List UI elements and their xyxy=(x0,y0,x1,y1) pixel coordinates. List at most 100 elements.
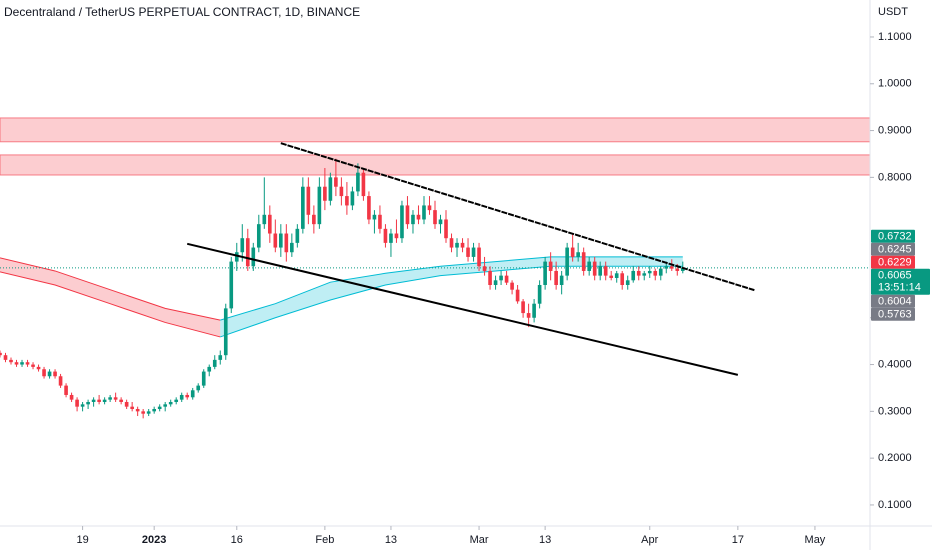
candle-body xyxy=(234,252,239,262)
candle-body xyxy=(499,275,503,281)
candle-body xyxy=(471,247,476,257)
candle-body xyxy=(102,399,107,402)
candle-body xyxy=(548,261,553,271)
candle-body xyxy=(570,247,575,257)
candle-body xyxy=(625,280,630,285)
candle-body xyxy=(218,355,223,360)
candle-body xyxy=(279,233,283,248)
candle-body xyxy=(581,252,586,271)
candle-body xyxy=(9,359,13,363)
candle-body xyxy=(317,186,322,225)
x-tick-label: 2023 xyxy=(142,534,166,546)
x-tick-label: May xyxy=(805,534,826,546)
price-tag xyxy=(871,242,915,256)
candle-body xyxy=(339,186,344,197)
candle-body xyxy=(543,261,547,285)
candle-body xyxy=(449,238,454,248)
candle-body xyxy=(460,242,465,248)
candle-body xyxy=(620,273,625,285)
candle-body xyxy=(389,233,393,243)
candle-body xyxy=(504,275,509,283)
candle-body xyxy=(653,270,658,276)
price-tag xyxy=(871,229,915,243)
candle-body xyxy=(642,273,647,276)
candle-body xyxy=(301,186,305,229)
candle-body xyxy=(251,247,256,267)
candle-body xyxy=(97,399,101,402)
y-tick-label: 0.3000 xyxy=(878,405,912,417)
candle-body xyxy=(576,252,580,257)
y-tick-label: 1.0000 xyxy=(878,78,912,90)
candle-body xyxy=(262,214,267,225)
candle-body xyxy=(400,205,404,239)
candle-body xyxy=(334,177,338,187)
candle-body xyxy=(587,261,591,271)
candle-body xyxy=(510,282,514,290)
y-tick-label: 0.1000 xyxy=(878,499,912,511)
price-tag xyxy=(871,294,915,308)
price-tag-label: 0.6245 xyxy=(878,244,912,256)
candle-body xyxy=(179,394,184,400)
candle-body xyxy=(14,362,19,365)
candle-body xyxy=(675,268,680,271)
x-tick-label: 13 xyxy=(385,534,397,546)
candle-body xyxy=(565,247,569,276)
candle-body xyxy=(345,196,349,206)
price-tag xyxy=(871,268,930,295)
y-tick-label: 1.1000 xyxy=(878,31,912,43)
candle-body xyxy=(64,385,68,395)
candle-body xyxy=(196,385,201,391)
x-tick-label: Feb xyxy=(315,534,334,546)
candle-body xyxy=(537,284,542,304)
candle-body xyxy=(185,394,190,398)
candle-body xyxy=(42,369,46,377)
candle-body xyxy=(69,394,74,400)
y-tick-label: 0.9000 xyxy=(878,124,912,136)
candle-body xyxy=(559,275,564,285)
candle-body xyxy=(306,186,311,215)
candle-body xyxy=(273,233,278,248)
candle-body xyxy=(119,399,123,402)
candle-body xyxy=(53,371,57,377)
candle-body xyxy=(532,303,536,318)
candle-body xyxy=(229,261,234,309)
candle-body xyxy=(361,172,366,197)
candle-body xyxy=(350,191,355,206)
y-tick-label: 0.8000 xyxy=(878,171,912,183)
candle-body xyxy=(201,371,206,386)
candle-body xyxy=(658,268,663,276)
candle-body xyxy=(290,242,294,253)
candle-body xyxy=(168,401,173,405)
ma-lower xyxy=(0,271,221,338)
candle-body xyxy=(477,247,481,267)
x-tick-label: 19 xyxy=(76,534,88,546)
candle-body xyxy=(422,205,426,220)
candle-body xyxy=(284,233,289,253)
candle-body xyxy=(135,409,140,412)
candle-body xyxy=(124,401,129,407)
candle-body xyxy=(405,205,410,225)
candle-body xyxy=(207,366,212,372)
candle-body xyxy=(36,366,41,370)
candle-body xyxy=(356,172,360,192)
candle-body xyxy=(367,196,371,220)
candle-body xyxy=(130,406,134,410)
plot-area xyxy=(0,117,870,419)
countdown: 13:51:14 xyxy=(878,282,921,294)
candle-body xyxy=(328,177,333,201)
candle-body xyxy=(0,352,2,356)
candle-body xyxy=(631,270,636,281)
candle-body xyxy=(394,233,399,239)
x-tick-label: Mar xyxy=(470,534,489,546)
price-tag-label: 0.6732 xyxy=(878,231,912,243)
candle-body xyxy=(223,308,228,356)
candle-body xyxy=(58,376,63,386)
candle-body xyxy=(91,399,96,402)
candle-body xyxy=(664,266,669,269)
candle-body xyxy=(455,242,459,248)
candle-body xyxy=(636,270,641,276)
candle-body xyxy=(267,214,272,234)
candle-body xyxy=(372,214,377,220)
y-tick-label: 0.2000 xyxy=(878,452,912,464)
